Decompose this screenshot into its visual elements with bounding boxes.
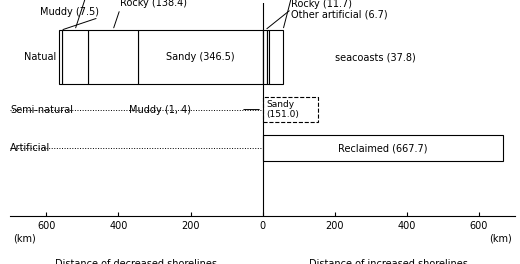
- Bar: [88, 30, 138, 84]
- Text: Semi-natural: Semi-natural: [10, 105, 73, 115]
- Text: Other artificial (6.7): Other artificial (6.7): [291, 10, 388, 20]
- Text: seacoasts (37.8): seacoasts (37.8): [335, 52, 415, 62]
- Text: Reclaimed (667.7): Reclaimed (667.7): [338, 143, 427, 153]
- Bar: [138, 30, 263, 84]
- Text: Distance of increased shorelines: Distance of increased shorelines: [309, 259, 468, 264]
- Text: (km): (km): [489, 234, 512, 244]
- Text: Rocky (138.4): Rocky (138.4): [120, 0, 187, 8]
- Text: Sandy
(151.0): Sandy (151.0): [266, 100, 299, 119]
- Bar: [59, 30, 62, 84]
- Text: Artificial: Artificial: [10, 143, 50, 153]
- Text: Sandy (346.5): Sandy (346.5): [166, 52, 235, 62]
- Bar: [267, 30, 269, 84]
- Bar: [62, 30, 88, 84]
- Text: Rocky (11.7): Rocky (11.7): [291, 0, 353, 9]
- Text: Muddy (1, 4): Muddy (1, 4): [128, 105, 190, 115]
- Text: Natual: Natual: [24, 52, 57, 62]
- Text: Distance of decreased shorelines: Distance of decreased shorelines: [56, 259, 217, 264]
- Bar: [263, 97, 318, 122]
- Bar: [269, 30, 283, 84]
- Bar: [263, 135, 503, 161]
- Bar: [263, 30, 267, 84]
- Text: Muddy (7.5): Muddy (7.5): [40, 7, 99, 17]
- Text: (km): (km): [14, 234, 36, 244]
